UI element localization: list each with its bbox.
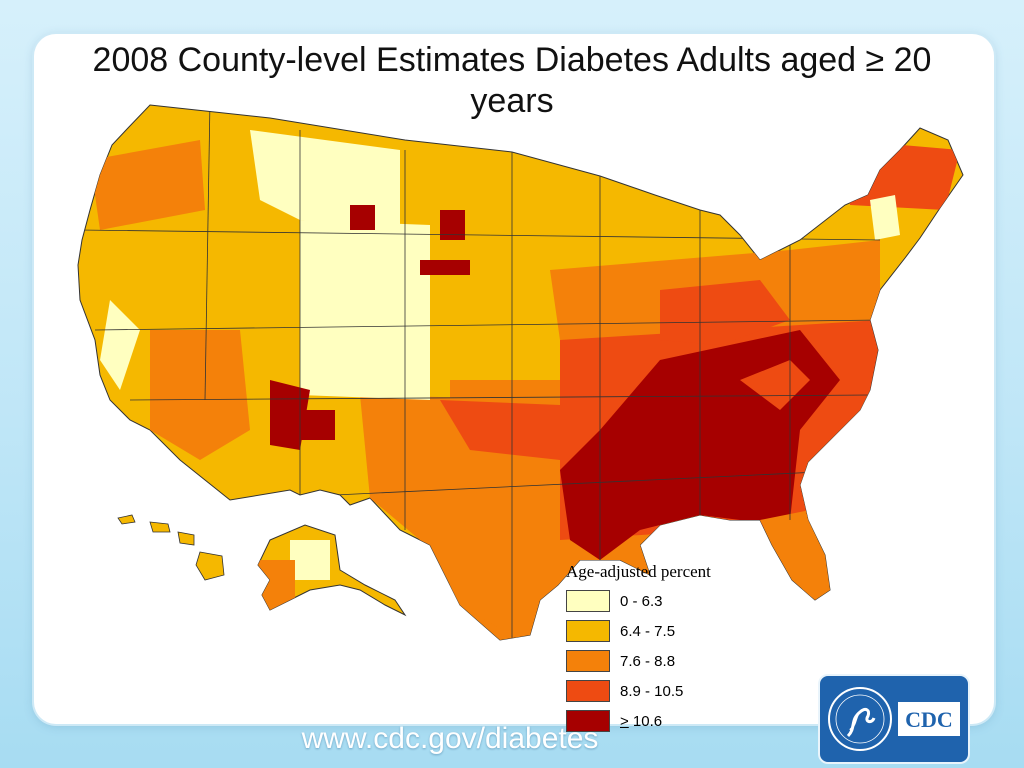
eagle-profile-icon [846,707,876,738]
legend-item: 0 - 6.3 [560,586,750,616]
legend-label: 7.6 - 8.8 [620,652,676,670]
legend-swatch-7-6-8-8 [566,650,610,672]
cdc-logo-graphic: CDC [828,687,960,751]
legend-title: Age-adjusted percent [566,562,711,581]
cdc-logo: CDC [818,674,970,764]
legend-swatch-0-6-3 [566,590,610,612]
legend-swatch-10-6-plus [566,710,610,732]
cdc-wordmark-text: CDC [905,707,953,732]
legend-item: > 10.6 [560,706,750,736]
legend-item: 7.6 - 8.8 [560,646,750,676]
map-legend: Age-adjusted percent 0 - 6.3 6.4 - 7.5 7… [560,562,750,736]
legend-item: 8.9 - 10.5 [560,676,750,706]
legend-label: 8.9 - 10.5 [620,682,684,700]
legend-label: > 10.6 [620,713,662,730]
legend-label: 0 - 6.3 [620,592,663,610]
legend-label: 6.4 - 7.5 [620,622,676,640]
alaska [257,524,407,617]
legend-swatch-6-4-7-5 [566,620,610,642]
legend-item: 6.4 - 7.5 [560,616,750,646]
hhs-seal-icon [828,687,892,751]
slide-title: 2008 County-level Estimates Diabetes Adu… [0,40,1024,122]
legend-label-value: 10.6 [628,712,663,730]
contiguous-us [77,104,964,641]
hawaii [117,514,225,581]
legend-ge-symbol: > [620,712,629,730]
cdc-wordmark-box [898,702,960,736]
title-line-1: 2008 County-level Estimates Diabetes Adu… [92,41,932,79]
title-line-2: years [470,82,554,120]
legend-swatch-8-9-10-5 [566,680,610,702]
footer-url-link[interactable]: www.cdc.gov/diabetes [301,722,599,755]
